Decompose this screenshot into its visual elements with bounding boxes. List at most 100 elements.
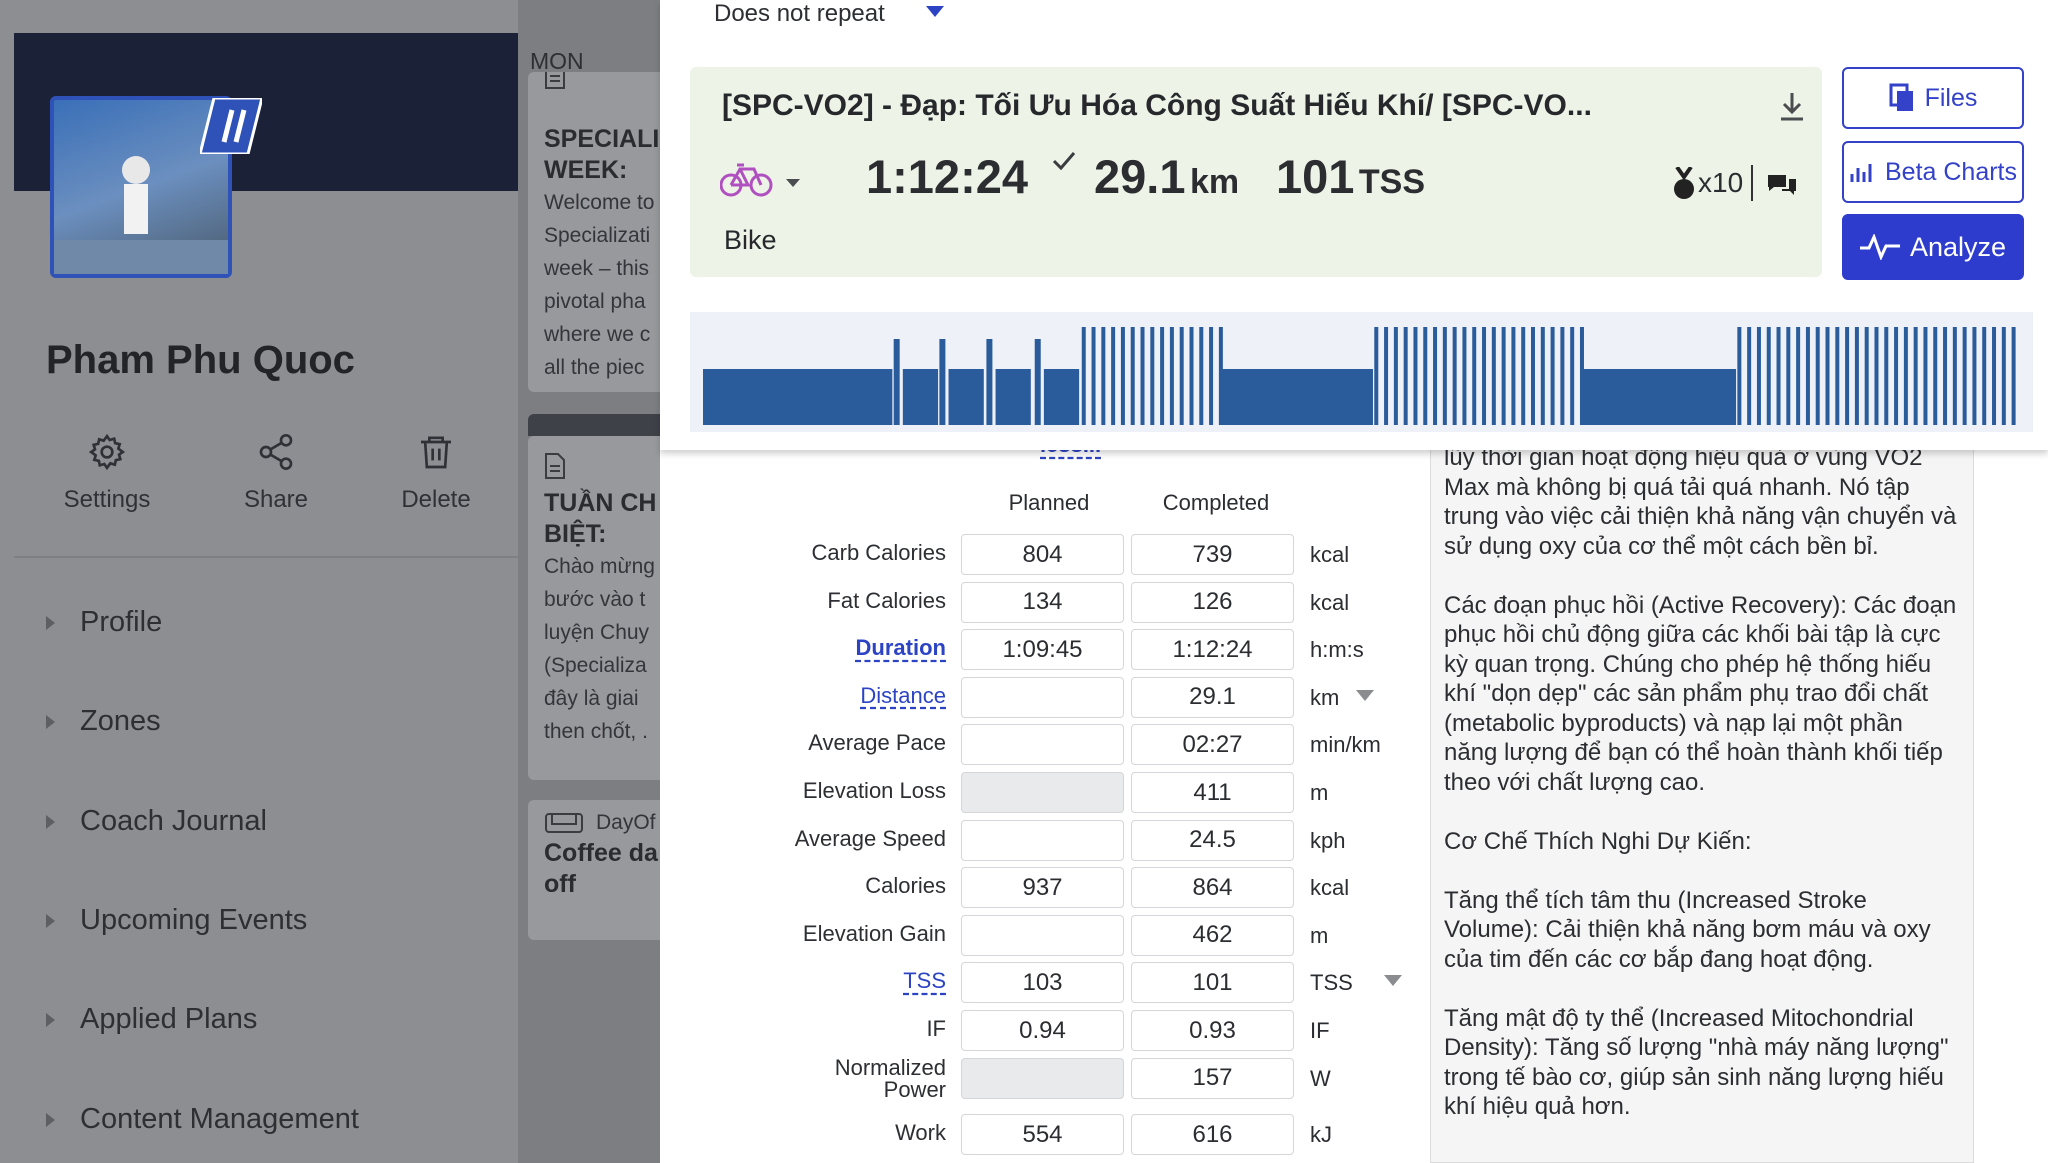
- interval-block: [1796, 327, 1801, 425]
- menu-item[interactable]: Coach Journal: [46, 805, 267, 838]
- menu-label: Coach Journal: [80, 804, 267, 837]
- metric-label[interactable]: TSS: [646, 970, 946, 992]
- metric-unit: kcal: [1310, 589, 1350, 615]
- card-bar: [528, 414, 678, 436]
- unit-dropdown[interactable]: [1356, 689, 1374, 702]
- completed-input[interactable]: 739: [1131, 534, 1294, 575]
- bike-icon[interactable]: [720, 159, 808, 199]
- menu-label: Profile: [80, 606, 163, 638]
- delete-button[interactable]: Delete: [366, 432, 506, 514]
- planned-input[interactable]: 134: [961, 581, 1124, 623]
- completed-input[interactable]: 126: [1131, 581, 1294, 623]
- note-paragraph: lũy thời gian hoạt động hiệu quả ở vùng …: [1444, 444, 1957, 560]
- completed-value: 02:27: [1182, 730, 1243, 758]
- share-label: Share: [243, 486, 309, 513]
- workout-title: [SPC-VO2] - Đạp: Tối Ưu Hóa Công Suất Hi…: [722, 89, 1592, 122]
- planned-input[interactable]: 1:09:45: [961, 629, 1124, 671]
- planned-input[interactable]: [961, 676, 1124, 718]
- completed-input[interactable]: 0.93: [1131, 1010, 1294, 1051]
- interval-block: [1442, 327, 1447, 425]
- interval-block: [1903, 327, 1908, 425]
- interval-block: [1452, 327, 1457, 425]
- interval-block: [1393, 327, 1398, 425]
- planned-input[interactable]: 554: [961, 1114, 1124, 1156]
- menu-item[interactable]: Profile: [46, 606, 162, 639]
- charts-icon: [1850, 164, 1872, 182]
- planned-input[interactable]: 804: [961, 534, 1124, 575]
- completed-input[interactable]: 411: [1131, 772, 1294, 813]
- interval-block: [1169, 327, 1174, 425]
- card-text: then chốt, .: [544, 720, 648, 743]
- metric-name: Normalized Power: [834, 1054, 946, 1102]
- analyze-icon: [1859, 234, 1900, 260]
- menu-label: Applied Plans: [80, 1003, 258, 1036]
- metric-unit: kph: [1310, 827, 1346, 853]
- interval-block: [1199, 327, 1204, 425]
- card-text: Welcome to: [544, 191, 655, 214]
- planned-input[interactable]: [961, 914, 1124, 956]
- calendar-card[interactable]: SPECIALI WEEK: Welcome to Specializati week …: [528, 72, 678, 392]
- completed-value: 157: [1192, 1064, 1233, 1092]
- files-button[interactable]: Files: [1842, 67, 2024, 129]
- completed-input[interactable]: 29.1: [1131, 676, 1294, 718]
- interval-block: [1218, 327, 1223, 425]
- completed-input[interactable]: 864: [1131, 867, 1294, 909]
- distance-unit: km: [1189, 163, 1240, 201]
- settings-button[interactable]: Settings: [37, 432, 177, 514]
- interval-block: [1034, 339, 1041, 425]
- completed-input[interactable]: 101: [1131, 962, 1294, 1004]
- interval-block: [1766, 327, 1771, 425]
- completed-input[interactable]: 24.5: [1131, 819, 1294, 861]
- completed-input[interactable]: 1:12:24: [1131, 629, 1294, 671]
- beta-charts-button[interactable]: Beta Charts: [1842, 141, 2024, 203]
- completed-value: 29.1: [1189, 683, 1236, 711]
- completed-input[interactable]: 02:27: [1131, 724, 1294, 766]
- metric-unit: kJ: [1310, 1122, 1332, 1148]
- metric-unit: kcal: [1310, 542, 1350, 567]
- planned-input[interactable]: [961, 724, 1124, 766]
- interval-block: [948, 369, 984, 425]
- metric-label[interactable]: Distance: [646, 682, 946, 708]
- card-title: WEEK:: [544, 156, 628, 184]
- completed-input[interactable]: 157: [1131, 1057, 1294, 1099]
- planned-input[interactable]: [961, 819, 1124, 861]
- calendar-card[interactable]: TUẦN CH BIỆT: Chào mừng bước vào t luyện Chu…: [528, 436, 678, 780]
- interval-block: [1120, 327, 1125, 425]
- interval-block: [1189, 327, 1194, 425]
- menu-item[interactable]: Upcoming Events: [46, 904, 307, 937]
- menu-item[interactable]: Zones: [46, 705, 161, 738]
- menu-item[interactable]: Applied Plans: [46, 1003, 257, 1036]
- interval-block: [1913, 327, 1918, 425]
- medal-icon: [1674, 167, 1694, 199]
- metric-label: Fat Calories: [646, 589, 946, 612]
- metric-name: Elevation Gain: [802, 920, 946, 946]
- menu-item[interactable]: Content Management: [46, 1103, 359, 1136]
- metric-name: Distance: [860, 682, 946, 708]
- completed-value: 864: [1192, 873, 1233, 901]
- comments-icon[interactable]: [1766, 171, 1798, 197]
- duration: 1:12:24: [866, 150, 1028, 203]
- interval-block: [1579, 327, 1584, 425]
- download-icon[interactable]: [1779, 91, 1805, 121]
- metric-label[interactable]: Duration: [646, 637, 946, 659]
- tss: 101 TSS: [1276, 149, 1425, 204]
- analyze-label: Analyze: [1909, 231, 2007, 262]
- planned-input[interactable]: 103: [961, 962, 1124, 1004]
- completed-input[interactable]: 616: [1131, 1114, 1294, 1156]
- analyze-button[interactable]: Analyze: [1842, 214, 2024, 280]
- planned-input[interactable]: 0.94: [961, 1010, 1124, 1051]
- planned-input[interactable]: 937: [961, 867, 1124, 909]
- note-paragraph: Tăng mật độ ty thể (Increased Mitochondr…: [1444, 1004, 1949, 1121]
- interval-block: [703, 369, 893, 425]
- metric-name: Duration: [855, 635, 946, 661]
- avatar-image: [54, 156, 228, 274]
- repeat-select[interactable]: Does not repeat: [714, 0, 885, 27]
- metric-label: Elevation Gain: [646, 920, 946, 946]
- calendar-card[interactable]: DayOf Coffee da off: [528, 800, 678, 940]
- unit-dropdown[interactable]: [1384, 975, 1402, 987]
- planned-value: 937: [1022, 873, 1063, 901]
- card-title: off: [544, 870, 576, 898]
- completed-input[interactable]: 462: [1131, 914, 1294, 956]
- share-button[interactable]: Share: [206, 432, 346, 514]
- completed-value: 616: [1192, 1120, 1233, 1148]
